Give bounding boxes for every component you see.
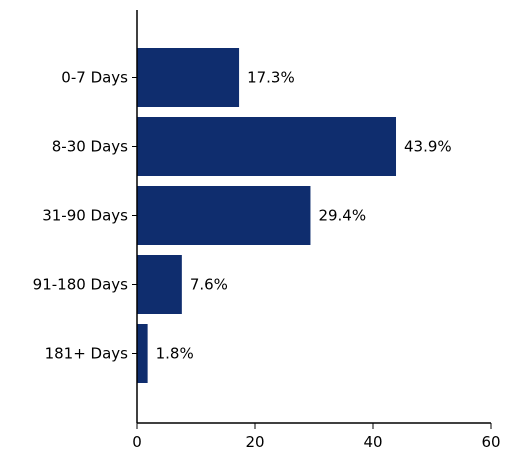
- category-label-3: 91-180 Days: [33, 276, 129, 294]
- bar-1: [137, 117, 397, 176]
- category-label-0: 0-7 Days: [61, 69, 128, 87]
- bar-3: [137, 255, 182, 314]
- x-tick-label-2: 40: [363, 433, 382, 451]
- category-label-1: 8-30 Days: [52, 138, 128, 156]
- bar-4: [137, 324, 148, 383]
- data-label-1: 43.9%: [404, 138, 452, 156]
- category-label-2: 31-90 Days: [42, 207, 128, 225]
- labels-layer: 0-7 Days 17.3% 8-30 Days 43.9% 31-90 Days 29.…: [33, 69, 501, 452]
- x-tick-label-0: 0: [132, 433, 142, 451]
- category-label-4: 181+ Days: [45, 345, 129, 363]
- data-label-3: 7.6%: [190, 276, 228, 294]
- x-tick-label-3: 60: [481, 433, 500, 451]
- data-label-4: 1.8%: [156, 345, 194, 363]
- x-tick-label-1: 20: [245, 433, 264, 451]
- bar-0: [137, 48, 240, 107]
- axes-layer: [132, 10, 492, 429]
- data-label-2: 29.4%: [318, 207, 366, 225]
- bar-2: [137, 186, 311, 245]
- data-label-0: 17.3%: [247, 69, 295, 87]
- bars-layer: [137, 48, 397, 383]
